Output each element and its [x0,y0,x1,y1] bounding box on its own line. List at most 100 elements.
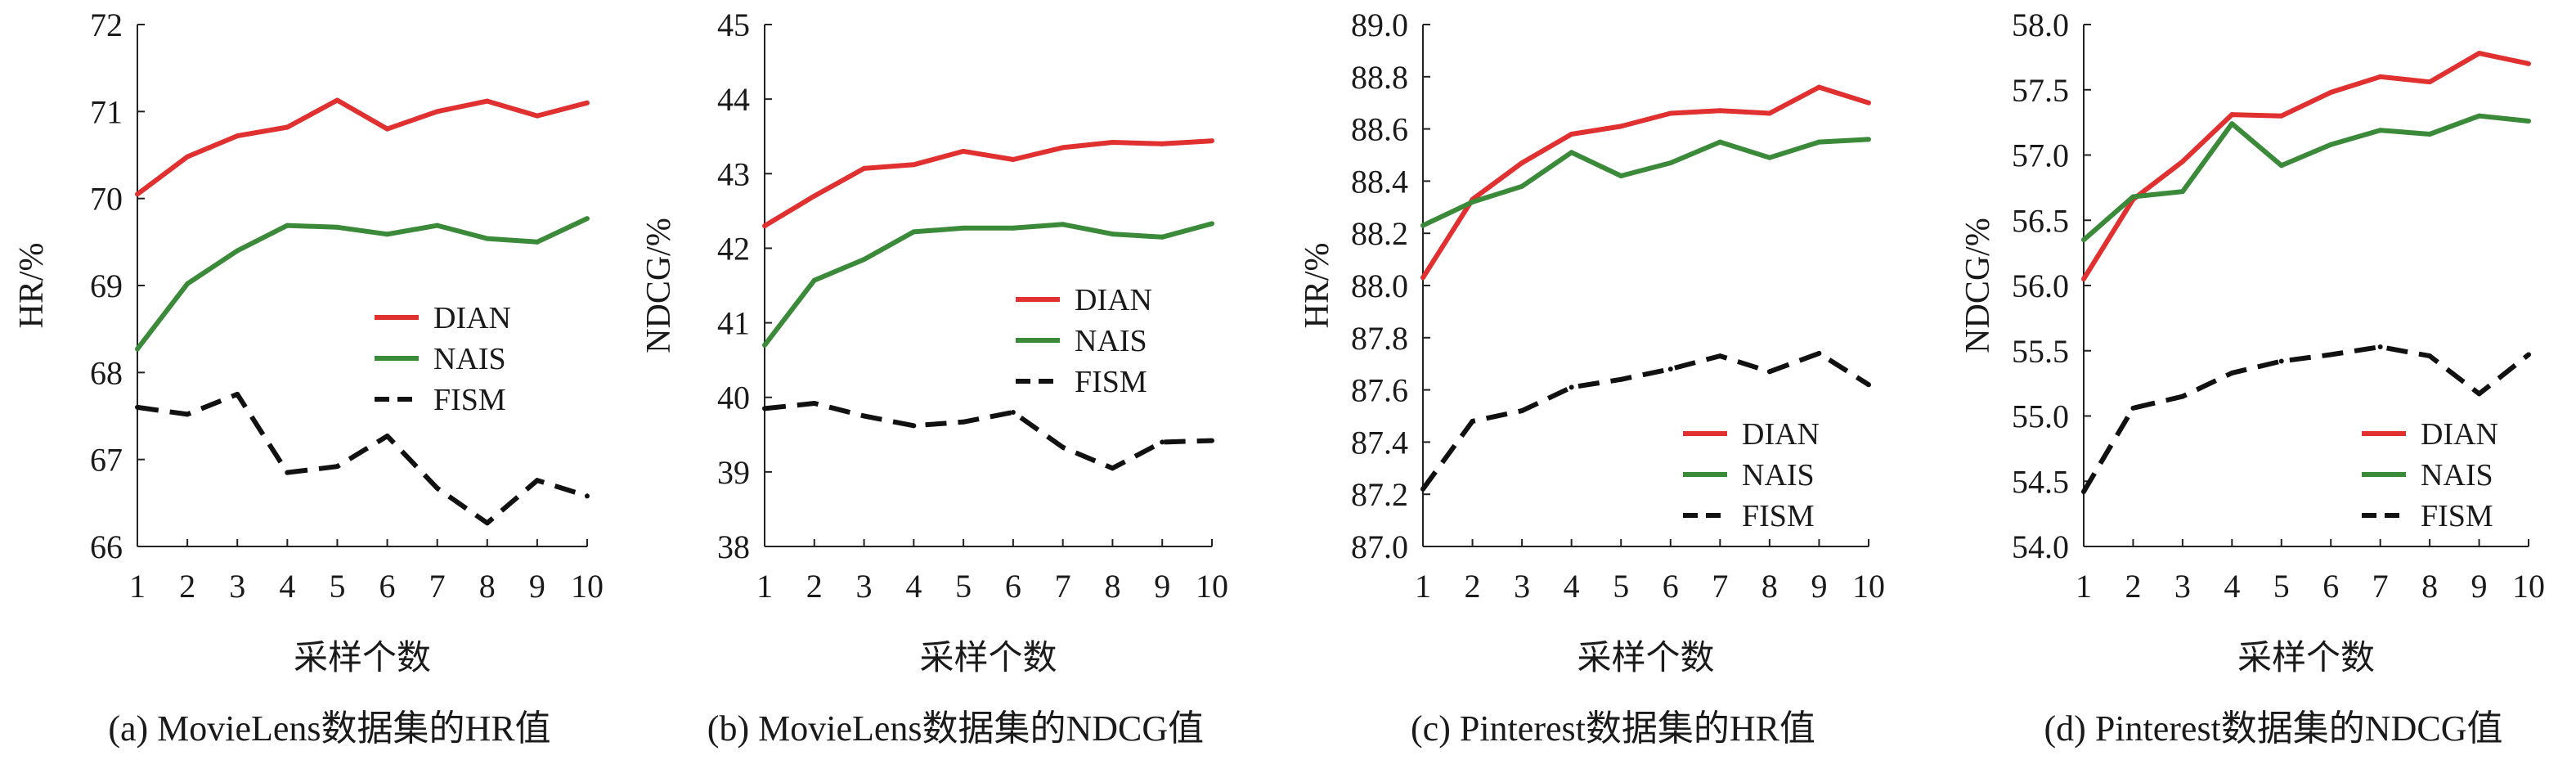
data-point-dian [1568,131,1574,137]
data-point-fism [1568,384,1574,390]
chart-panel-4: 54.0 54.5 55.0 55.5 56.0 56.5 57.0 57.5 58.0 1 2 3 4… [1959,7,2545,749]
data-point-nais [1060,222,1066,227]
data-point-fism [285,470,290,475]
legend-label-nais: NAIS [2421,458,2493,492]
data-point-nais [1866,137,1871,142]
data-point-nais [1717,139,1723,145]
data-point-dian [1866,100,1871,106]
data-point-dian [285,124,290,130]
y-axis-title: NDCG/% [640,218,678,353]
data-point-fism [1618,376,1624,382]
data-point-fism [2377,344,2383,349]
data-point-fism [811,401,817,407]
x-tick-label: 3 [2174,568,2191,605]
data-point-dian [1618,124,1624,129]
data-point-fism [762,406,767,411]
series-line-nais [2082,113,2529,242]
data-point-fism [2476,391,2482,397]
x-tick-label: 3 [1514,568,1530,605]
data-point-dian [2377,74,2383,79]
x-tick-label: 5 [955,568,972,605]
legend-label-nais: NAIS [1742,458,1815,492]
series-line-nais [762,221,1213,347]
data-point-nais [2427,131,2433,137]
data-point-dian [1717,108,1723,114]
data-point-fism [235,391,240,397]
data-point-dian [534,113,540,119]
x-tick-label: 5 [2273,568,2290,605]
data-point-nais [2328,142,2334,147]
series-line-fism [137,391,588,526]
data-point-dian [861,165,867,171]
x-tick-label: 9 [1811,568,1827,605]
y-tick-label: 39 [717,454,750,491]
data-point-nais [762,342,767,348]
data-point-fism [2130,405,2136,411]
data-point-nais [861,257,867,263]
data-point-fism [1420,486,1425,492]
data-point-dian [334,97,340,103]
legend-label-fism: FISM [1075,365,1147,399]
x-tick-label: 10 [1196,568,1228,605]
x-tick-label: 8 [1104,568,1120,605]
data-point-dian [2328,89,2334,95]
legend-label-fism: FISM [1742,499,1815,533]
data-point-nais [1568,150,1574,155]
y-axis-title: NDCG/% [1959,218,1997,353]
data-point-dian [434,109,440,115]
data-point-fism [2081,489,2086,495]
data-point-fism [135,404,140,410]
x-tick-label: 6 [2322,568,2339,605]
data-point-nais [285,223,290,228]
y-tick-label: 41 [717,305,750,342]
x-tick-label: 7 [1712,568,1728,605]
x-tick-label: 5 [1613,568,1629,605]
y-tick-label: 70 [90,181,123,218]
x-axis-title: 采样个数 [2237,640,2375,677]
data-point-nais [1209,221,1214,227]
y-tick-label: 87.0 [1351,528,1408,565]
y-tick-label: 87.6 [1351,372,1408,409]
y-tick-label: 89.0 [1351,7,1408,43]
x-tick-label: 8 [2421,568,2438,605]
x-tick-label: 4 [279,568,295,605]
x-tick-label: 7 [2372,568,2389,605]
y-tick-label: 54.0 [2012,528,2069,565]
data-point-fism [861,413,867,419]
y-tick-label: 66 [90,528,123,565]
data-point-nais [1618,173,1624,179]
x-tick-label: 10 [571,568,604,605]
legend: DIAN NAIS FISM [375,301,511,417]
chart-caption: (a) MovieLens数据集的HR值 [108,708,550,749]
data-point-fism [1060,444,1066,450]
data-point-fism [1110,465,1115,471]
data-point-dian [135,191,140,197]
chart-caption: (b) MovieLens数据集的NDCG值 [707,708,1204,749]
data-point-dian [1060,145,1066,151]
data-point-fism [1717,353,1723,359]
data-point-dian [585,100,590,106]
legend: DIAN NAIS FISM [1016,283,1152,399]
x-tick-label: 10 [2512,568,2545,605]
x-tick-label: 6 [1663,568,1679,605]
data-point-fism [2179,393,2185,399]
chart-caption: (c) Pinterest数据集的HR值 [1411,708,1815,749]
y-tick-label: 55.0 [2012,398,2069,435]
data-point-dian [235,133,240,139]
data-point-dian [2229,112,2235,118]
y-tick-label: 45 [717,7,750,43]
data-point-nais [334,224,340,230]
y-tick-label: 44 [717,81,750,118]
data-point-nais [911,229,917,235]
chart-caption: (d) Pinterest数据集的NDCG值 [2044,708,2503,749]
data-point-fism [534,478,540,483]
x-tick-label: 2 [2125,568,2141,605]
data-point-fism [585,493,590,499]
x-tick-label: 9 [529,568,545,605]
data-point-nais [2081,237,2086,243]
data-point-fism [1667,367,1673,372]
data-point-dian [1766,110,1772,116]
y-tick-label: 71 [90,93,123,130]
